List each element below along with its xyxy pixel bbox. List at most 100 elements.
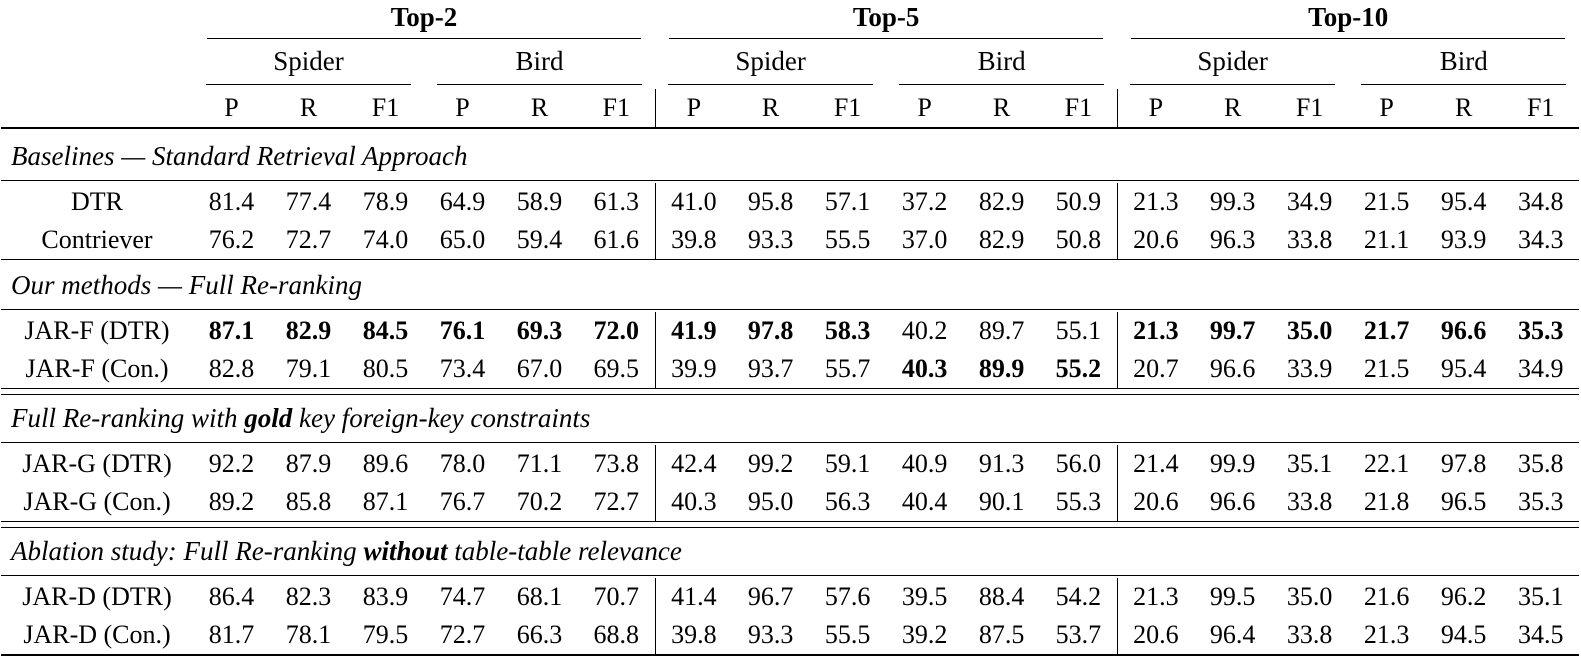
metric-cell: 54.2 <box>1055 582 1102 611</box>
metric-cell: 96.5 <box>1440 487 1487 516</box>
metric-cell: 21.3 <box>1363 620 1410 649</box>
metric-cell: 87.1 <box>208 316 255 345</box>
metric-cell: 80.5 <box>362 354 409 383</box>
metric-cell: 59.1 <box>824 449 871 478</box>
metric-cell: 95.4 <box>1440 187 1487 216</box>
metric-header-p: P <box>917 93 932 122</box>
metric-cell: 99.9 <box>1209 449 1256 478</box>
cmidrule <box>437 84 643 85</box>
method-label: JAR-D (Con.) <box>23 620 171 649</box>
metric-cell: 40.9 <box>901 449 948 478</box>
metric-cell: 39.8 <box>654 221 733 259</box>
metric-cell: 86.4 <box>208 582 255 611</box>
metric-cell: 76.7 <box>439 487 486 516</box>
section-title-underline-row <box>1 180 1580 183</box>
rule-cell <box>1 180 1580 183</box>
metric-cell: 96.4 <box>1209 620 1256 649</box>
section-title-text: table-table relevance <box>447 536 682 566</box>
table-row: JAR-D (DTR) 86.4 82.3 83.9 74.7 68.1 70.7 41.4 9… <box>1 578 1579 616</box>
metric-cell: 34.5 <box>1517 620 1564 649</box>
metric-cell: 93.3 <box>747 620 794 649</box>
rule-cell <box>1 575 1580 578</box>
metric-cell: 21.8 <box>1363 487 1410 516</box>
dataset-header-spider: Spider <box>735 46 806 76</box>
metric-cell: 39.8 <box>654 616 733 654</box>
section-title-row: Ablation study: Full Re-ranking without … <box>1 528 1579 575</box>
metric-cell: 99.2 <box>747 449 794 478</box>
metric-cell: 82.3 <box>285 582 332 611</box>
metric-cell: 55.2 <box>1055 354 1102 383</box>
method-label: JAR-G (Con.) <box>23 487 171 516</box>
header-bottom-rule-row <box>1 127 1580 133</box>
metric-cell: 59.4 <box>516 225 563 254</box>
metric-cell: 70.7 <box>593 582 640 611</box>
spacer-cell <box>1 89 193 127</box>
metric-cell: 61.6 <box>593 225 640 254</box>
metric-cell: 81.7 <box>208 620 255 649</box>
rule-cell <box>655 80 886 89</box>
section-separator-double-rule-row <box>1 521 1580 528</box>
metric-cell: 57.6 <box>824 582 871 611</box>
metric-cell: 40.3 <box>901 354 948 383</box>
section-separator-double-rule <box>1 388 1580 395</box>
metric-cell: 83.9 <box>362 582 409 611</box>
metric-cell: 41.4 <box>654 578 733 616</box>
metric-cell: 89.7 <box>978 316 1025 345</box>
metric-cell: 66.3 <box>516 620 563 649</box>
metric-cell: 20.6 <box>1116 616 1195 654</box>
metric-cell: 56.3 <box>824 487 871 516</box>
metric-cell: 77.4 <box>285 187 332 216</box>
metric-cell: 79.1 <box>285 354 332 383</box>
results-body: Baselines — Standard Retrieval Approach D… <box>1 133 1580 660</box>
metric-cell: 73.4 <box>439 354 486 383</box>
method-label: JAR-F (DTR) <box>24 316 170 345</box>
section-title-row: Our methods — Full Re-ranking <box>1 262 1579 309</box>
metric-cell: 21.7 <box>1363 316 1410 345</box>
section-title-underline <box>1 309 1580 312</box>
metric-cell: 21.6 <box>1363 582 1410 611</box>
topk-header-top5: Top-5 <box>852 1 920 32</box>
metric-cell: 74.7 <box>439 582 486 611</box>
metric-header-f1: F1 <box>602 93 631 122</box>
metric-cell: 93.7 <box>747 354 794 383</box>
metric-cell: 35.3 <box>1517 316 1564 345</box>
section-title-underline <box>1 180 1580 183</box>
metric-cell: 90.1 <box>978 487 1025 516</box>
metric-cell: 87.1 <box>362 487 409 516</box>
metric-cell: 78.0 <box>439 449 486 478</box>
metric-cell: 93.9 <box>1440 225 1487 254</box>
metric-header-r: R <box>761 93 780 122</box>
rule-cell <box>1 442 1580 445</box>
method-label: JAR-G (DTR) <box>22 449 172 478</box>
dataset-header-bird: Bird <box>515 46 564 76</box>
rule-cell <box>1 654 1580 660</box>
metric-cell: 73.8 <box>593 449 640 478</box>
topk-header-row: Top-2 Top-5 Top-10 <box>1 0 1579 34</box>
metric-cell: 22.1 <box>1363 449 1410 478</box>
metric-cell: 67.0 <box>516 354 563 383</box>
metric-cell: 41.0 <box>654 183 733 221</box>
section-title: Our methods — Full Re-ranking <box>1 262 1579 309</box>
metric-cell: 55.5 <box>824 225 871 254</box>
corner-cell <box>1 0 193 34</box>
metric-cell: 35.0 <box>1286 316 1333 345</box>
dataset-header-spider: Spider <box>1197 46 1268 76</box>
rule-cell <box>193 80 424 89</box>
topk-header-top10: Top-10 <box>1308 1 1389 32</box>
section-separator-double-rule <box>1 521 1580 528</box>
table-bottom-rule-row <box>1 654 1580 660</box>
metric-cell: 57.1 <box>824 187 871 216</box>
metric-cell: 94.5 <box>1440 620 1487 649</box>
cmidrule <box>1130 84 1336 85</box>
metric-cell: 21.5 <box>1363 187 1410 216</box>
table-row: JAR-G (DTR) 92.2 87.9 89.6 78.0 71.1 73.8 42.4 9… <box>1 445 1579 483</box>
metric-header-f1: F1 <box>833 93 862 122</box>
metric-header-f1: F1 <box>1064 93 1093 122</box>
metric-cell: 91.3 <box>978 449 1025 478</box>
metric-cell: 35.1 <box>1517 582 1564 611</box>
cmidrule <box>207 38 642 39</box>
metric-cell: 21.3 <box>1116 578 1195 616</box>
metric-cell: 64.9 <box>439 187 486 216</box>
dataset-header-bird: Bird <box>1439 46 1488 76</box>
metric-cell: 89.6 <box>362 449 409 478</box>
